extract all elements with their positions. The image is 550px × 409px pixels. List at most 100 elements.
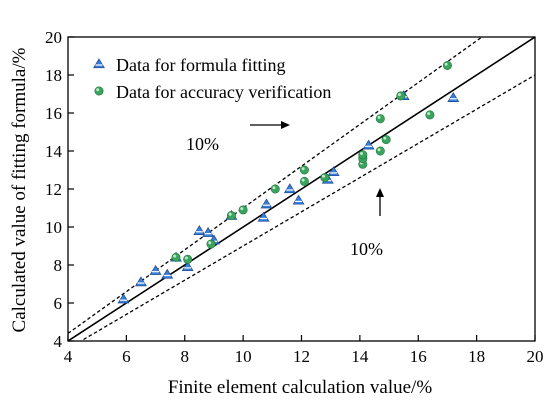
x-tick-label: 12 [293, 347, 310, 366]
legend-label-formula-fitting: Data for formula fitting [116, 55, 285, 75]
data-points [117, 60, 460, 304]
circle-marker [358, 150, 368, 160]
y-axis-ticks: 4 6 8 10 12 14 16 18 20 [45, 28, 74, 351]
data-point-circle [206, 239, 216, 249]
fit-line [68, 37, 535, 341]
circle-marker [299, 176, 309, 186]
triangle-marker [202, 226, 215, 237]
x-tick-label: 14 [351, 347, 369, 366]
circle-marker [270, 184, 280, 194]
triangle-marker [117, 293, 130, 304]
data-point-triangle [362, 139, 375, 150]
data-point-circle [238, 205, 248, 215]
up-arrow-icon [376, 188, 384, 197]
circle-marker-highlight [184, 256, 188, 260]
y-tick-label: 18 [45, 66, 62, 85]
data-point-triangle [161, 268, 174, 279]
data-point-circle [375, 146, 385, 156]
annotation-lower-label: 10% [350, 239, 383, 259]
y-tick-label: 6 [54, 294, 63, 313]
data-point-circle [442, 60, 452, 70]
y-axis-title: Calculated value of fitting formula/% [9, 47, 30, 332]
triangle-marker [93, 58, 105, 69]
data-point-circle [320, 173, 330, 183]
circle-marker-highlight [377, 115, 381, 119]
data-point-circle [171, 252, 181, 262]
circle-marker-highlight [377, 148, 381, 152]
circle-marker [442, 60, 452, 70]
triangle-marker [292, 194, 305, 205]
data-point-triangle [257, 211, 270, 222]
triangle-marker [260, 198, 273, 209]
triangle-marker [362, 139, 375, 150]
circle-marker [94, 86, 104, 96]
x-axis-ticks: 4 6 8 10 12 14 16 18 20 [64, 335, 544, 366]
circle-marker [381, 135, 391, 145]
circle-marker-highlight [444, 62, 448, 66]
triangle-marker [193, 225, 206, 235]
bound-line-dashed [79, 74, 535, 341]
triangle-marker [149, 264, 162, 275]
x-tick-label: 16 [410, 347, 427, 366]
data-point-circle [226, 211, 236, 221]
y-tick-label: 14 [45, 142, 63, 161]
data-point-circle [358, 150, 368, 160]
circle-marker-highlight [272, 186, 276, 190]
y-tick-label: 8 [54, 256, 63, 275]
circle-marker-highlight [173, 254, 177, 258]
circle-marker [206, 239, 216, 249]
circle-marker [396, 91, 406, 101]
circle-marker [320, 173, 330, 183]
circle-marker-highlight [301, 167, 305, 171]
y-tick-label: 4 [54, 332, 63, 351]
legend-triangle-icon [93, 58, 105, 69]
x-tick-label: 10 [235, 347, 252, 366]
data-point-triangle [327, 166, 340, 177]
annotation-upper-label: 10% [186, 134, 219, 154]
x-tick-label: 4 [64, 347, 73, 366]
circle-marker [171, 252, 181, 262]
circle-marker [375, 146, 385, 156]
triangle-marker [135, 276, 147, 287]
data-point-circle [183, 254, 193, 264]
y-tick-label: 10 [45, 218, 62, 237]
circle-marker-highlight [208, 241, 212, 245]
x-axis-title: Finite element calculation value/% [168, 377, 432, 398]
y-tick-label: 16 [45, 104, 62, 123]
circle-marker-highlight [427, 112, 431, 116]
y-tick-label: 12 [45, 180, 62, 199]
circle-marker [183, 254, 193, 264]
circle-marker-highlight [240, 207, 244, 211]
legend-circle-icon [94, 86, 104, 96]
circle-marker-highlight [397, 93, 401, 97]
circle-marker [375, 114, 385, 124]
annotation-lower: 10% [350, 188, 384, 259]
data-point-circle [375, 114, 385, 124]
triangle-marker [447, 92, 460, 102]
data-point-triangle [202, 226, 215, 237]
x-tick-label: 8 [181, 347, 190, 366]
circle-marker-highlight [301, 178, 305, 182]
data-point-triangle [283, 183, 296, 194]
data-point-triangle [149, 264, 162, 275]
x-tick-label: 20 [527, 347, 544, 366]
data-point-triangle [193, 225, 206, 235]
x-tick-label: 18 [468, 347, 485, 366]
data-point-circle [299, 165, 309, 175]
y-tick-label: 20 [45, 28, 62, 47]
legend: Data for formula fitting Data for accura… [93, 55, 331, 102]
circle-marker-highlight [228, 212, 232, 216]
circle-marker [238, 205, 248, 215]
circle-marker-highlight [96, 88, 100, 92]
data-point-circle [381, 135, 391, 145]
legend-marker-circle [94, 86, 104, 96]
circle-marker-highlight [383, 136, 387, 140]
data-point-triangle [292, 194, 305, 205]
legend-marker-triangle [93, 58, 105, 69]
data-point-circle [270, 184, 280, 194]
right-arrow-icon [281, 121, 290, 129]
legend-label-accuracy-verification: Data for accuracy verification [116, 82, 331, 102]
data-point-triangle [447, 92, 460, 102]
circle-marker [425, 110, 435, 120]
